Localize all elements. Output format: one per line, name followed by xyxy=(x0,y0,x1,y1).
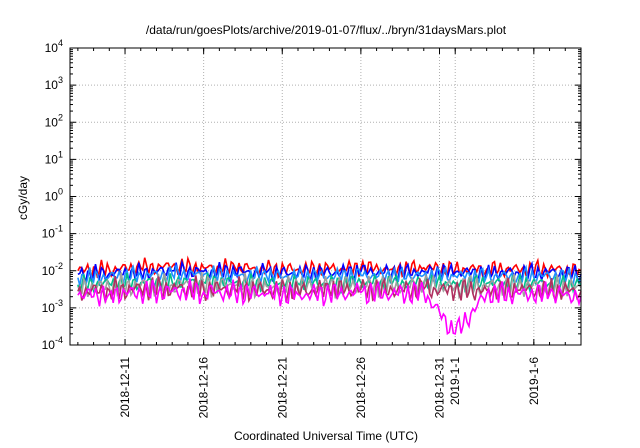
x-axis-label: Coordinated Universal Time (UTC) xyxy=(234,429,418,443)
x-tick-label: 2019-1-6 xyxy=(527,357,541,405)
y-tick-label: 104 xyxy=(45,38,63,55)
x-tick-label: 2019-1-1 xyxy=(448,357,462,405)
series-line xyxy=(77,278,582,336)
y-tick-label: 10-3 xyxy=(42,298,63,315)
y-tick-label: 101 xyxy=(45,149,63,166)
x-tick-label: 2018-12-21 xyxy=(275,357,289,419)
x-tick-label: 2018-12-16 xyxy=(197,357,211,419)
series-line xyxy=(77,272,582,295)
series-lines xyxy=(77,255,582,336)
x-tick-label: 2018-12-31 xyxy=(432,357,446,419)
x-axis-ticks: 2018-12-11 2018-12-16 2018-12-21 2018-12-26… xyxy=(77,48,566,419)
x-tick-label: 2018-12-11 xyxy=(118,357,132,418)
y-tick-label: 102 xyxy=(45,112,63,129)
chart-title: /data/run/goesPlots/archive/2019-01-07/f… xyxy=(146,23,507,37)
y-tick-label: 100 xyxy=(45,187,63,204)
y-tick-label: 10-2 xyxy=(42,261,63,278)
y-tick-label: 103 xyxy=(45,75,63,92)
y-axis-label: cGy/day xyxy=(16,176,30,220)
x-tick-label: 2018-12-26 xyxy=(354,357,368,419)
series-line xyxy=(77,262,582,288)
y-axis-ticks: 10-4 10-3 10-2 10-1 100 101 102 103 104 xyxy=(42,38,581,352)
y-tick-label: 10-1 xyxy=(42,224,63,241)
y-tick-label: 10-4 xyxy=(42,335,63,352)
